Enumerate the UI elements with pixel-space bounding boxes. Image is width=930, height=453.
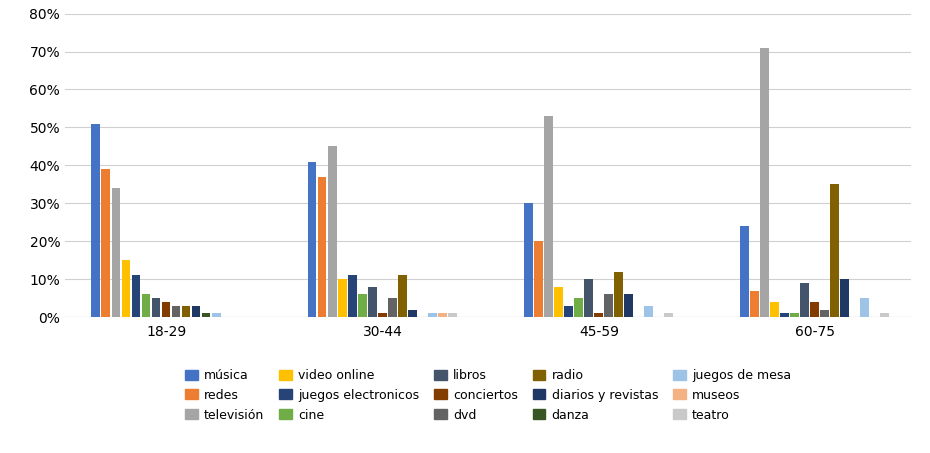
Bar (860, 298, 869, 317)
Bar (830, 184, 839, 317)
Bar (594, 313, 603, 317)
Bar (564, 306, 573, 317)
Bar (664, 313, 673, 317)
Bar (212, 313, 220, 317)
Bar (162, 302, 170, 317)
Bar (770, 302, 779, 317)
Bar (388, 298, 396, 317)
Bar (338, 279, 347, 317)
Bar (624, 294, 632, 317)
Bar (172, 306, 180, 317)
Bar (91, 124, 100, 317)
Bar (101, 169, 111, 317)
Bar (584, 279, 592, 317)
Bar (820, 309, 829, 317)
Bar (554, 287, 563, 317)
Bar (790, 313, 799, 317)
Bar (367, 287, 377, 317)
Bar (131, 275, 140, 317)
Bar (800, 283, 809, 317)
Bar (181, 306, 191, 317)
Bar (202, 313, 210, 317)
Bar (358, 294, 366, 317)
Bar (192, 306, 201, 317)
Bar (378, 313, 387, 317)
Bar (112, 188, 120, 317)
Bar (574, 298, 583, 317)
Bar (438, 313, 446, 317)
Bar (327, 146, 337, 317)
Bar (644, 306, 653, 317)
Bar (614, 271, 623, 317)
Bar (604, 294, 613, 317)
Bar (398, 275, 406, 317)
Bar (740, 226, 749, 317)
Bar (760, 48, 769, 317)
Bar (152, 298, 160, 317)
Bar (448, 313, 457, 317)
Bar (810, 302, 819, 317)
Bar (122, 260, 130, 317)
Bar (308, 162, 316, 317)
Bar (881, 313, 889, 317)
Bar (318, 177, 326, 317)
Bar (428, 313, 437, 317)
Bar (141, 294, 151, 317)
Bar (524, 203, 533, 317)
Legend: música, redes, televisión, video online, juegos electronicos, cine, libros, conc: música, redes, televisión, video online,… (185, 369, 791, 422)
Bar (544, 116, 552, 317)
Bar (534, 241, 543, 317)
Bar (408, 309, 417, 317)
Bar (751, 290, 759, 317)
Bar (348, 275, 356, 317)
Bar (840, 279, 849, 317)
Bar (780, 313, 789, 317)
